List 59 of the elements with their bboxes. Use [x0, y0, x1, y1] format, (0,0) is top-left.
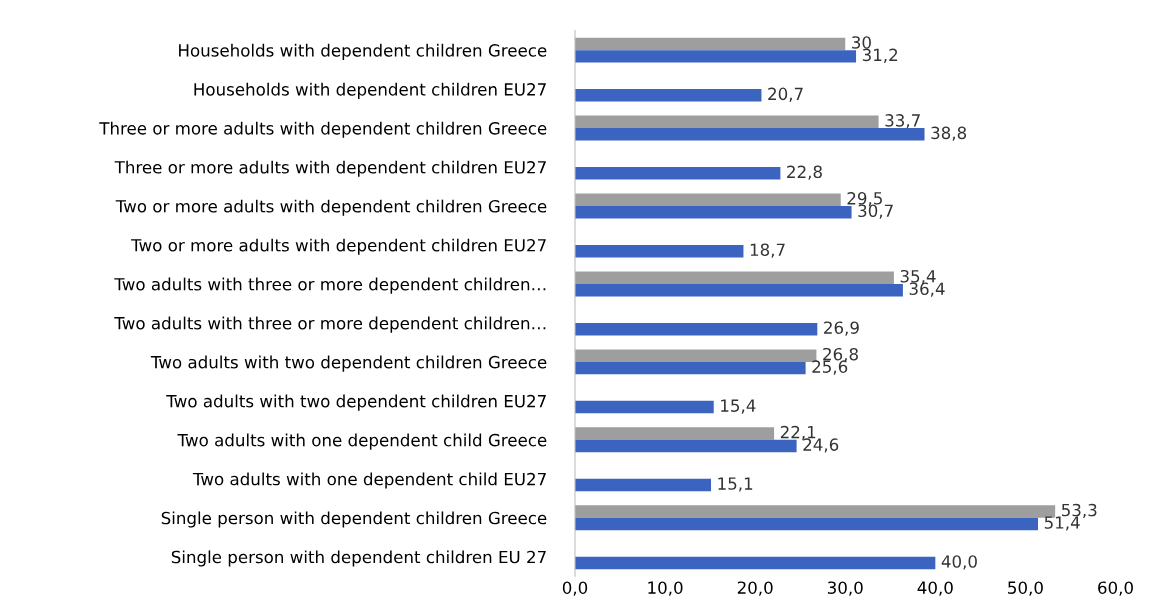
data-label: 53,3 — [1061, 503, 1097, 519]
bar — [575, 193, 841, 207]
y-tick-label: Two or more adults with dependent children EU27 — [131, 238, 546, 255]
bar — [575, 89, 762, 102]
data-label: 18,7 — [750, 243, 785, 258]
data-label: 33,7 — [885, 114, 920, 129]
data-label: 15,4 — [721, 399, 756, 414]
y-tick-label: Single person with dependent children EU 27 — [171, 550, 546, 567]
data-label: 26,8 — [823, 347, 858, 363]
bar — [575, 427, 775, 440]
bar — [575, 115, 879, 129]
bar — [575, 322, 818, 336]
bar — [575, 50, 857, 63]
bar — [575, 349, 817, 362]
y-tick-label: Two adults with two dependent children Greece — [150, 355, 547, 372]
bar — [575, 517, 1039, 531]
data-label: 30 — [852, 36, 871, 49]
y-tick-label: Households with dependent children Greece — [179, 43, 547, 60]
data-label: 51,4 — [1044, 516, 1080, 531]
bar — [575, 167, 781, 180]
x-tick-label: 50,0 — [1008, 581, 1043, 596]
bar — [575, 400, 714, 414]
bar — [575, 244, 744, 258]
y-tick-label: Two adults with three or more dependent children… — [114, 316, 546, 333]
data-label: 35,4 — [900, 269, 936, 285]
bar — [575, 439, 797, 453]
y-tick-label: Three or more adults with dependent children EU27 — [114, 160, 546, 177]
data-label: 38,8 — [931, 126, 967, 141]
bar — [575, 37, 846, 51]
y-tick-label: Two adults with three or more dependent children… — [114, 277, 546, 294]
data-label: 22,8 — [787, 165, 822, 180]
bar — [575, 271, 894, 284]
x-tick-label: 40,0 — [917, 581, 953, 596]
y-tick-label: Two adults with two dependent children EU27 — [166, 394, 546, 411]
y-tick-label: Two adults with one dependent child EU27 — [192, 472, 546, 489]
bar — [575, 361, 806, 375]
data-label: 40,0 — [941, 555, 977, 570]
data-label: 26,9 — [824, 321, 859, 336]
y-tick-label: Three or more adults with dependent children Greece — [99, 121, 547, 138]
y-tick-label: Two or more adults with dependent children Greece — [115, 199, 547, 216]
y-tick-label: Single person with dependent children Greece — [161, 511, 547, 528]
data-label: 20,7 — [768, 87, 803, 102]
x-tick-label: 30,0 — [827, 581, 863, 596]
bar — [575, 505, 1056, 518]
x-tick-label: 20,0 — [737, 581, 773, 596]
bar — [575, 128, 925, 141]
y-tick-label: Two adults with one dependent child Greece — [177, 433, 547, 450]
x-tick-label: 10,0 — [648, 581, 683, 596]
bar — [575, 283, 903, 297]
y-tick-label: Households with dependent children EU27 — [194, 82, 546, 99]
bar — [575, 206, 852, 219]
x-tick-label: 60,0 — [1098, 581, 1133, 596]
data-label: 15,1 — [718, 477, 753, 492]
bar — [575, 556, 936, 570]
data-label: 31,2 — [862, 48, 898, 63]
data-label: 36,4 — [909, 282, 945, 297]
bar — [575, 478, 712, 492]
x-tick-label: 0,0 — [562, 581, 588, 596]
data-label: 25,6 — [812, 360, 848, 375]
